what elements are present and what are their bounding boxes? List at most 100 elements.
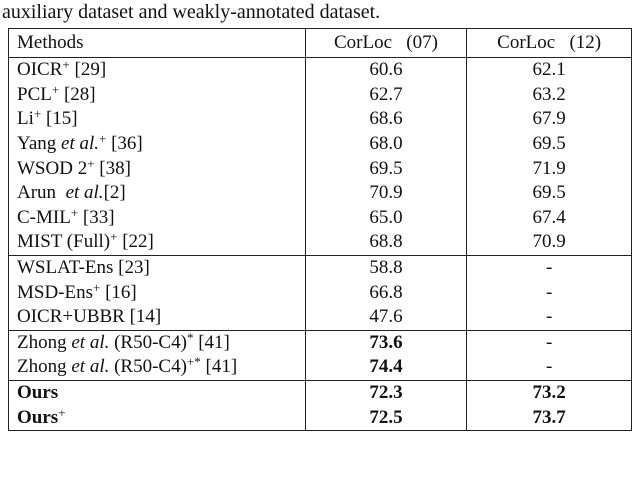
cell-text: Li [17,108,34,130]
cell-value: 69.5 [532,133,566,155]
cell-value: - [545,257,553,279]
cell-value: 73.2 [532,382,566,404]
cell-value: 67.4 [532,206,566,228]
cell-text: WSOD 2 [17,157,88,179]
cell-value: 47.6 [369,306,403,328]
method-cell: Yang et al.+ [36] [8,131,306,157]
cell-text: * [186,329,194,345]
cell-text: Yang [17,133,62,155]
value-cell: - [466,254,632,281]
cell-value: 70.9 [369,182,403,204]
cell-text: Ours [17,382,59,404]
value-cell: 68.0 [304,131,467,157]
cell-value: - [545,331,553,353]
table-row: MIST (Full)+ [22] 68.8 70.9 [8,229,632,256]
cell-text: [36] [106,133,143,155]
cell-text: [41] [200,356,238,378]
method-cell: WSOD 2+ [38] [8,156,306,181]
cell-value: - [545,306,553,328]
cell-text: C-MIL [17,206,71,228]
table-row: Yang et al.+ [36] 68.0 69.5 [8,131,632,157]
method-cell: Zhong et al. (R50-C4)+* [41] [8,354,306,381]
cell-value: 66.8 [369,281,403,303]
cell-text: MIST (Full) [17,231,111,253]
cell-text: +* [186,354,201,370]
cell-text: (R50-C4) [109,356,187,378]
table-body: Methods CorLoc (07) CorLoc (12) OICR+ [29] 6… [8,28,632,431]
method-cell: C-MIL+ [33] [8,204,306,231]
cell-text: + [93,279,101,295]
cell-value: 68.8 [369,231,403,253]
cell-value: 62.7 [369,83,403,105]
value-cell: 74.4 [304,355,467,381]
method-cell: Li+ [15] [8,107,306,132]
value-cell: 73.6 [304,329,467,356]
value-cell: - [466,304,632,331]
value-cell: - [466,355,632,381]
value-cell: 72.3 [304,379,467,406]
method-cell: MSD-Ens+ [16] [8,279,306,305]
cell-text: [2] [103,182,126,204]
cell-text: + [110,229,118,245]
cell-text: (R50-C4) [109,331,187,353]
cell-text: PCL [17,83,52,105]
value-cell: 72.5 [304,405,467,431]
value-cell: 60.6 [304,57,467,83]
header-cell: Methods [8,28,306,58]
table-row: Arun et al.[2] 70.9 69.5 [8,180,632,206]
value-cell: 65.0 [304,205,467,231]
cell-text: [28] [59,83,96,105]
cell-value: 72.3 [369,382,403,404]
cell-value: 74.4 [369,356,403,378]
value-cell: 63.2 [466,82,632,108]
table-row: MSD-Ens+ [16] 66.8 - [8,279,632,305]
table-row: PCL+ [28] 62.7 63.2 [8,81,632,108]
value-cell: 69.5 [466,131,632,157]
cell-value: - [545,356,553,378]
table-row: Li+ [15] 68.6 67.9 [8,107,632,132]
cell-value: 73.6 [369,331,403,353]
cell-text: OICR [17,59,63,81]
cell-value: 69.5 [532,182,566,204]
cell-text: [16] [100,281,137,303]
cell-value: 67.9 [532,108,566,130]
cell-text: [38] [94,157,131,179]
method-cell: WSLAT-Ens [23] [8,254,306,281]
method-cell: Zhong et al. (R50-C4)* [41] [8,329,306,356]
results-table: Methods CorLoc (07) CorLoc (12) OICR+ [29] 6… [8,28,632,431]
method-cell: PCL+ [28] [8,81,306,108]
method-cell: Arun et al.[2] [8,180,306,206]
cell-value: 62.1 [532,59,566,81]
value-cell: 70.9 [304,180,467,206]
table-row: Zhong et al. (R50-C4)* [41] 73.6 - [8,329,632,356]
cell-text: et al. [71,356,110,378]
cell-text: [33] [78,206,115,228]
cell-value: - [545,281,553,303]
cell-text: [41] [193,331,230,353]
value-cell: 47.6 [304,304,467,331]
value-cell: 69.5 [466,180,632,206]
cell-value: 68.6 [369,108,403,130]
value-cell: - [466,329,632,356]
cell-text: Ours [17,406,59,428]
method-cell: Ours+ [8,405,306,431]
method-cell: Ours [8,379,306,406]
value-cell: 70.9 [466,230,632,256]
value-cell: 67.4 [466,205,632,231]
cell-text: et al. [65,182,104,204]
table-row: WSLAT-Ens [23] 58.8 - [8,254,632,281]
cell-value: 69.5 [369,157,403,179]
caption: auxiliary dataset and weakly-annotated d… [2,1,381,23]
cell-value: 70.9 [532,231,566,253]
cell-text: + [70,204,79,220]
cell-text: + [51,81,60,97]
value-cell: 67.9 [466,107,632,132]
value-cell: 58.8 [304,254,467,281]
cell-text: [29] [69,59,107,81]
value-cell: - [466,280,632,305]
table-row: OICR+ [29] 60.6 62.1 [8,57,632,83]
cell-text: et al. [71,331,110,353]
cell-text: [15] [41,108,78,130]
method-cell: OICR+UBBR [14] [8,304,306,331]
